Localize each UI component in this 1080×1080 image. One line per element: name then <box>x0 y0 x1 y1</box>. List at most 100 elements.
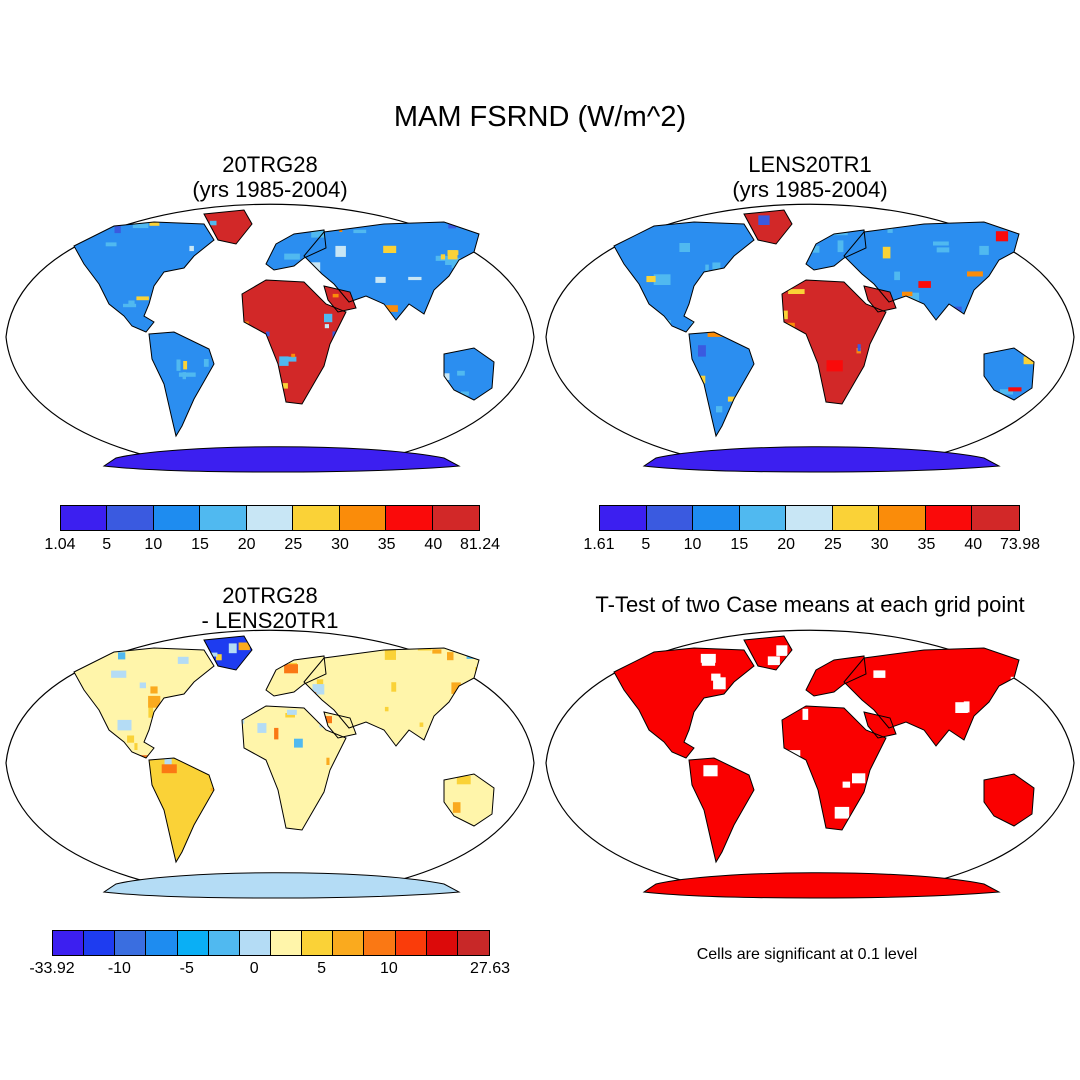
colorbar-swatch <box>457 931 489 955</box>
significance-note: Cells are significant at 0.1 level <box>696 946 918 963</box>
colorbar-tick-label: 0 <box>249 960 259 977</box>
land-australia <box>984 774 1034 826</box>
colorbar-swatch <box>208 931 240 955</box>
colorbar-tick-label: 30 <box>870 536 889 553</box>
colorbar-swatch <box>61 506 108 530</box>
colorbar-swatch <box>270 931 303 955</box>
land-europe <box>266 230 326 270</box>
colorbar-swatch <box>333 931 365 955</box>
land-north-america <box>614 222 754 332</box>
land-south-america <box>689 758 754 862</box>
colorbar-tick-label: 25 <box>284 536 303 553</box>
panel-1-title: 20TRG28 (yrs 1985-2004) <box>4 152 536 202</box>
panel-3-colorbar-ticks: -33.92 -10 -5 0 5 10 27.63 <box>29 960 510 980</box>
colorbar-tick-label: 40 <box>964 536 983 553</box>
colorbar-swatch <box>395 931 427 955</box>
colorbar-tick-label: 10 <box>144 536 163 553</box>
colorbar-swatch <box>832 506 880 530</box>
land-north-america <box>74 222 214 332</box>
colorbar-swatch <box>53 931 85 955</box>
land-arabia <box>864 712 896 738</box>
colorbar-tick-label: 5 <box>641 536 651 553</box>
colorbar-tick-label: 27.63 <box>469 960 511 977</box>
panel-2-map <box>545 203 1075 473</box>
panel-2-colorbar-ticks: 1.61 5 10 15 20 25 30 35 40 73.98 <box>583 536 1040 556</box>
colorbar-swatch <box>107 506 154 530</box>
colorbar-tick-label: 20 <box>237 536 256 553</box>
land-europe <box>266 656 326 696</box>
colorbar-swatch <box>879 506 926 530</box>
colorbar-tick-label: 20 <box>777 536 796 553</box>
panel-2-colorbar <box>599 505 1020 531</box>
colorbar-swatch <box>293 506 340 530</box>
colorbar-swatch <box>600 506 647 530</box>
colorbar-swatch <box>246 506 294 530</box>
colorbar-swatch <box>84 931 116 955</box>
land-africa <box>242 706 346 830</box>
colorbar-tick-label: 5 <box>317 960 326 977</box>
colorbar-swatch <box>177 931 209 955</box>
colorbar-swatch <box>302 931 334 955</box>
colorbar-swatch <box>239 931 271 955</box>
colorbar-swatch <box>386 506 433 530</box>
land-africa <box>782 706 886 830</box>
panel-3-colorbar <box>52 930 490 956</box>
colorbar-tick-label: 15 <box>730 536 749 553</box>
colorbar-swatch <box>364 931 396 955</box>
colorbar-swatch <box>693 506 740 530</box>
colorbar-tick-label: 25 <box>823 536 842 553</box>
panel-1-colorbar <box>60 505 480 531</box>
land-africa <box>242 280 346 404</box>
colorbar-tick-label: -33.92 <box>29 960 75 977</box>
colorbar-tick-label: 81.24 <box>459 536 501 553</box>
land-arabia <box>324 286 356 312</box>
land-antarctica <box>104 446 459 472</box>
land-south-america <box>149 332 214 436</box>
land-antarctica <box>644 446 999 472</box>
colorbar-swatch <box>739 506 787 530</box>
panel-3-title-line2: - LENS20TR1 <box>201 608 339 633</box>
panel-2-title-line2: (yrs 1985-2004) <box>732 177 888 202</box>
land-north-america <box>74 648 214 758</box>
land-australia <box>984 348 1034 400</box>
land-europe <box>806 230 866 270</box>
colorbar-swatch <box>200 506 247 530</box>
colorbar-tick-label: 10 <box>380 960 398 977</box>
colorbar-swatch <box>153 506 201 530</box>
colorbar-tick-label: -5 <box>179 960 194 977</box>
panel-1-title-line1: 20TRG28 <box>222 152 318 177</box>
land-australia <box>444 774 494 826</box>
colorbar-tick-label: 1.04 <box>44 536 76 553</box>
figure-title: MAM FSRND (W/m^2) <box>393 101 687 133</box>
colorbar-tick-label: 5 <box>102 536 112 553</box>
colorbar-swatch <box>146 931 178 955</box>
land-africa <box>782 280 886 404</box>
colorbar-swatch <box>339 506 387 530</box>
panel-1-colorbar-ticks: 1.04 5 10 15 20 25 30 35 40 81.24 <box>44 536 500 556</box>
colorbar-tick-label: 30 <box>331 536 349 553</box>
land-arabia <box>864 286 896 312</box>
colorbar-tick-label: -10 <box>107 960 131 977</box>
panel-3-map <box>5 629 535 899</box>
colorbar-tick-label: 15 <box>191 536 209 553</box>
colorbar-swatch <box>972 506 1019 530</box>
colorbar-swatch <box>786 506 833 530</box>
colorbar-swatch <box>646 506 694 530</box>
colorbar-tick-label: 73.98 <box>999 536 1041 553</box>
panel-2-title-line1: LENS20TR1 <box>748 152 872 177</box>
land-south-america <box>689 332 754 436</box>
panel-3-title-line1: 20TRG28 <box>222 583 318 608</box>
colorbar-tick-label: 1.61 <box>583 536 615 553</box>
panel-1-map <box>5 203 535 473</box>
colorbar-swatch <box>115 931 147 955</box>
panel-4-map <box>545 629 1075 899</box>
panel-4-title: T-Test of two Case means at each grid po… <box>595 592 1025 617</box>
land-europe <box>806 656 866 696</box>
panel-3-title: 20TRG28 - LENS20TR1 <box>4 583 536 633</box>
panel-2-title: LENS20TR1 (yrs 1985-2004) <box>544 152 1076 202</box>
land-south-america <box>149 758 214 862</box>
land-australia <box>444 348 494 400</box>
colorbar-tick-label: 35 <box>377 536 396 553</box>
colorbar-tick-label: 10 <box>683 536 702 553</box>
land-antarctica <box>644 872 999 898</box>
